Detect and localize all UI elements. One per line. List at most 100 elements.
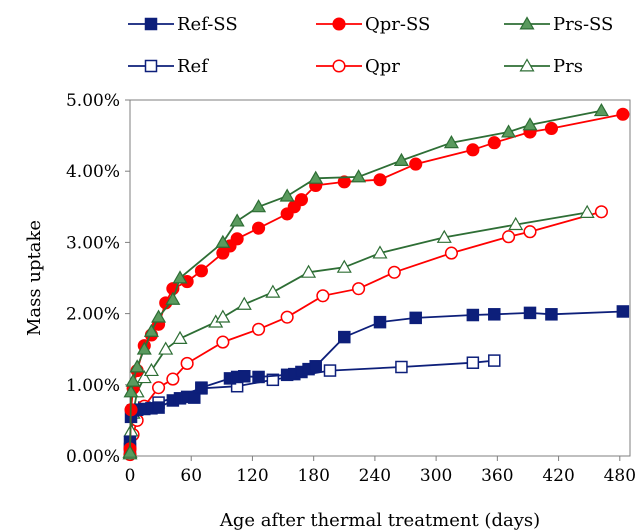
y-tick-label: 0.00% bbox=[66, 447, 120, 467]
data-point bbox=[409, 311, 422, 325]
data-point bbox=[172, 270, 188, 284]
data-point bbox=[308, 170, 324, 184]
data-point bbox=[337, 175, 351, 189]
data-point bbox=[336, 259, 352, 273]
legend-item-prs-ss: Prs-SS bbox=[504, 14, 613, 35]
data-point bbox=[136, 369, 152, 384]
data-point bbox=[136, 341, 152, 355]
x-axis: 0 60 120 180 240 300 360 420 480 bbox=[125, 456, 635, 486]
data-point bbox=[466, 356, 480, 369]
data-point bbox=[409, 157, 423, 171]
data-point bbox=[487, 136, 501, 150]
data-point bbox=[129, 359, 145, 373]
series-prs-ss bbox=[122, 102, 609, 458]
data-point bbox=[215, 309, 231, 323]
legend-marker bbox=[519, 16, 535, 30]
x-tick-label: 60 bbox=[180, 466, 202, 486]
data-point bbox=[522, 117, 538, 131]
data-point bbox=[352, 282, 366, 296]
legend-item-prs: Prs bbox=[504, 56, 583, 77]
data-point bbox=[372, 245, 388, 259]
series-ref-ss bbox=[123, 305, 630, 449]
data-point bbox=[373, 315, 387, 329]
data-point bbox=[230, 232, 244, 246]
series-line-qpr-ss bbox=[129, 113, 624, 449]
x-tick-label: 420 bbox=[542, 466, 574, 486]
data-point bbox=[238, 370, 251, 383]
x-tick-label: 180 bbox=[297, 466, 329, 486]
y-tick-label: 4.00% bbox=[66, 162, 120, 182]
plot-area bbox=[129, 99, 631, 457]
data-point bbox=[151, 309, 167, 323]
data-point bbox=[444, 246, 458, 260]
data-point bbox=[523, 225, 537, 239]
data-point bbox=[122, 444, 138, 458]
data-point bbox=[252, 370, 265, 384]
legend-marker bbox=[144, 17, 158, 31]
legend-marker bbox=[332, 17, 346, 31]
series-prs bbox=[122, 204, 595, 460]
series-line-qpr bbox=[129, 210, 602, 455]
data-point bbox=[309, 360, 322, 373]
data-point bbox=[508, 216, 524, 231]
data-point bbox=[488, 354, 501, 367]
data-point bbox=[194, 264, 208, 278]
data-point bbox=[294, 193, 308, 207]
y-tick-label: 1.00% bbox=[66, 376, 120, 396]
data-point bbox=[152, 381, 166, 395]
data-point bbox=[436, 229, 452, 243]
data-point bbox=[488, 308, 501, 321]
x-tick-label: 300 bbox=[420, 466, 452, 486]
legend-item-qpr-ss: Qpr-SS bbox=[316, 14, 430, 35]
x-tick-label: 360 bbox=[481, 466, 513, 486]
data-point bbox=[195, 381, 208, 394]
x-tick-label: 120 bbox=[236, 466, 268, 486]
x-tick-label: 480 bbox=[604, 466, 635, 486]
data-point bbox=[125, 373, 141, 387]
data-point bbox=[501, 124, 517, 138]
y-axis-title: Mass uptake bbox=[24, 220, 45, 336]
data-point bbox=[280, 310, 294, 324]
data-point bbox=[338, 330, 351, 344]
series-qpr bbox=[123, 205, 608, 462]
legend-label: Qpr-SS bbox=[365, 14, 430, 35]
data-point bbox=[616, 305, 630, 318]
series-line-ref-ss bbox=[129, 310, 623, 442]
series-line-prs bbox=[129, 211, 588, 454]
legend-item-ref-ss: Ref-SS bbox=[128, 14, 238, 35]
data-point bbox=[188, 391, 201, 404]
data-point bbox=[152, 401, 165, 414]
data-point bbox=[165, 291, 181, 305]
data-point bbox=[579, 204, 595, 218]
data-point bbox=[466, 143, 480, 157]
series-group bbox=[122, 102, 630, 462]
data-point bbox=[266, 373, 280, 387]
data-point bbox=[166, 372, 180, 386]
data-point bbox=[251, 199, 267, 213]
data-point bbox=[373, 173, 387, 187]
data-point bbox=[236, 296, 252, 310]
data-point bbox=[215, 234, 231, 248]
legend: Ref-SS Qpr-SS Prs-SS Ref Qpr Prs bbox=[128, 14, 613, 77]
series-line-prs-ss bbox=[129, 109, 602, 453]
data-point bbox=[395, 360, 408, 374]
legend-label: Prs bbox=[553, 56, 583, 77]
legend-marker bbox=[332, 59, 346, 73]
data-point bbox=[265, 284, 281, 298]
data-point bbox=[351, 169, 367, 183]
y-tick-label: 2.00% bbox=[66, 305, 120, 325]
data-point bbox=[387, 265, 401, 279]
data-point bbox=[180, 356, 194, 370]
x-axis-title: Age after thermal treatment (days) bbox=[219, 510, 540, 531]
data-point bbox=[593, 102, 609, 117]
data-point bbox=[279, 188, 295, 202]
data-point bbox=[545, 308, 558, 321]
data-point bbox=[502, 230, 516, 244]
data-point bbox=[393, 152, 409, 166]
data-point bbox=[523, 306, 537, 320]
data-point bbox=[252, 322, 266, 336]
data-point bbox=[594, 205, 608, 219]
data-point bbox=[443, 135, 459, 149]
legend-item-qpr: Qpr bbox=[316, 56, 400, 77]
data-point bbox=[323, 364, 337, 377]
